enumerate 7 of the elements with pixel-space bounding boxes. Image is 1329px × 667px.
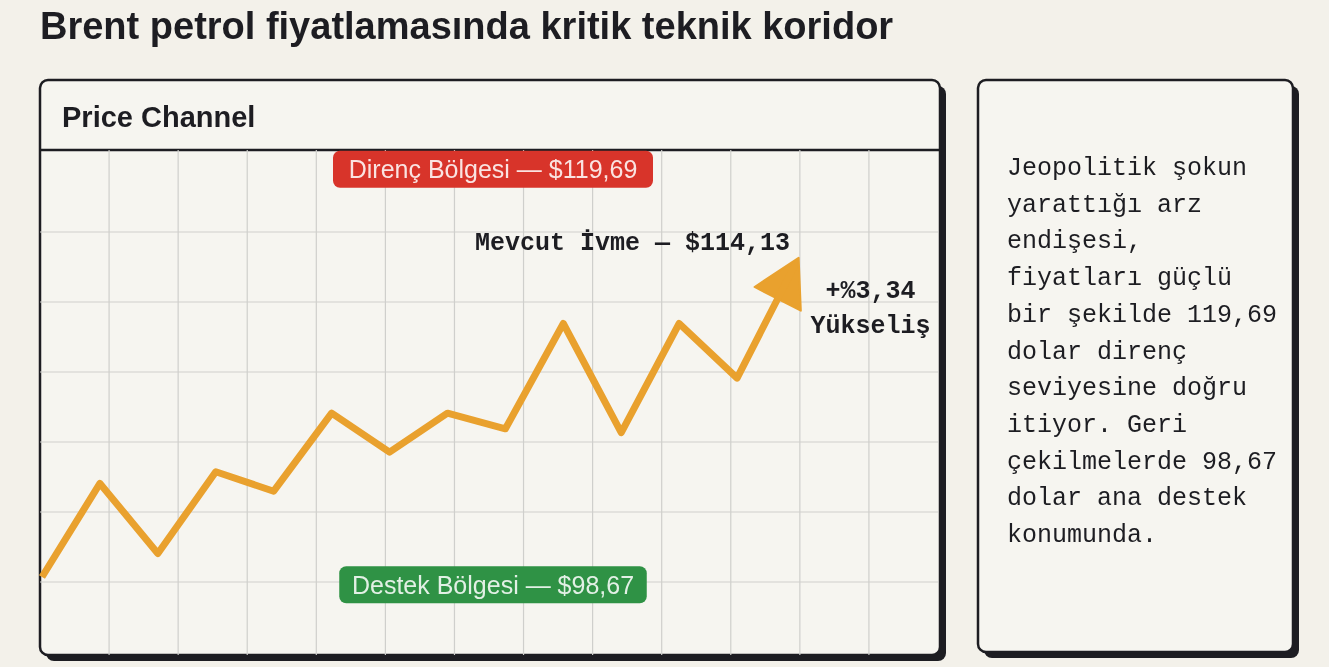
chart-subtitle: Price Channel — [62, 101, 256, 133]
text: Jeopolitik şokun yarattığı arz endişesi, fiyatları güçlü bir şekilde 119,69 dolar direnç seviyesine doğru itiyor. Geri çekilmelerde 98,67 dolar ana destek konumunda. — [1007, 154, 1278, 550]
chart-title: Brent petrol fiyatlamasında kritik teknik koridor — [40, 5, 894, 47]
ref-line-label: Direnç Bölgesi — $119,69 — [348, 155, 638, 184]
ref-line-label: Destek Bölgesi — $98,67 — [351, 570, 635, 599]
annotation: +%3,34 Yükseliş — [810, 277, 931, 341]
text: Mevcut İvme — $114,13 — [474, 229, 790, 258]
